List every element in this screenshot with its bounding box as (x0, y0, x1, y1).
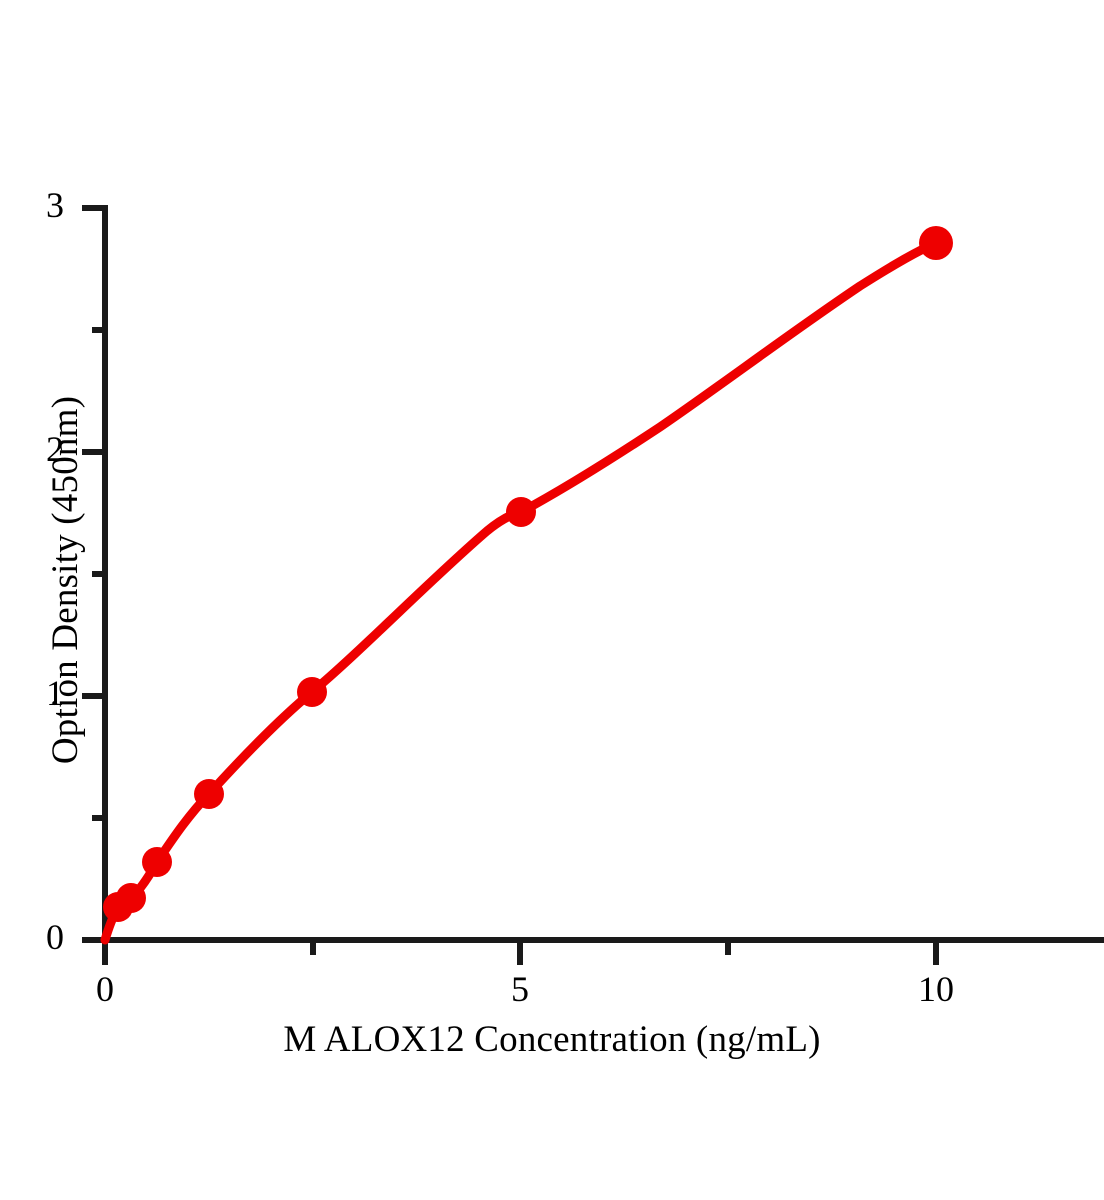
y-axis-title: Option Density (450nm) (45, 395, 86, 765)
data-curve (100, 238, 941, 945)
data-point (919, 226, 953, 260)
data-point (297, 677, 327, 707)
x-tick-label-5: 5 (511, 969, 529, 1009)
x-axis-title: M ALOX12 Concentration (ng/mL) (283, 1019, 821, 1060)
data-point (142, 847, 172, 877)
y-tick-label-2: 2 (46, 429, 64, 469)
y-tick-label-3: 3 (46, 185, 64, 225)
x-axis-major-ticks (102, 940, 939, 965)
x-tick-label-0: 0 (96, 969, 114, 1009)
data-point-markers (103, 226, 953, 922)
y-tick-label-0: 0 (46, 917, 64, 957)
y-tick-label-1: 1 (46, 673, 64, 713)
y-axis-minor-ticks (92, 327, 105, 821)
x-tick-label-10: 10 (918, 969, 954, 1009)
data-point (506, 497, 536, 527)
x-axis-minor-ticks (310, 940, 731, 955)
data-point (194, 779, 224, 809)
data-point (116, 883, 146, 913)
